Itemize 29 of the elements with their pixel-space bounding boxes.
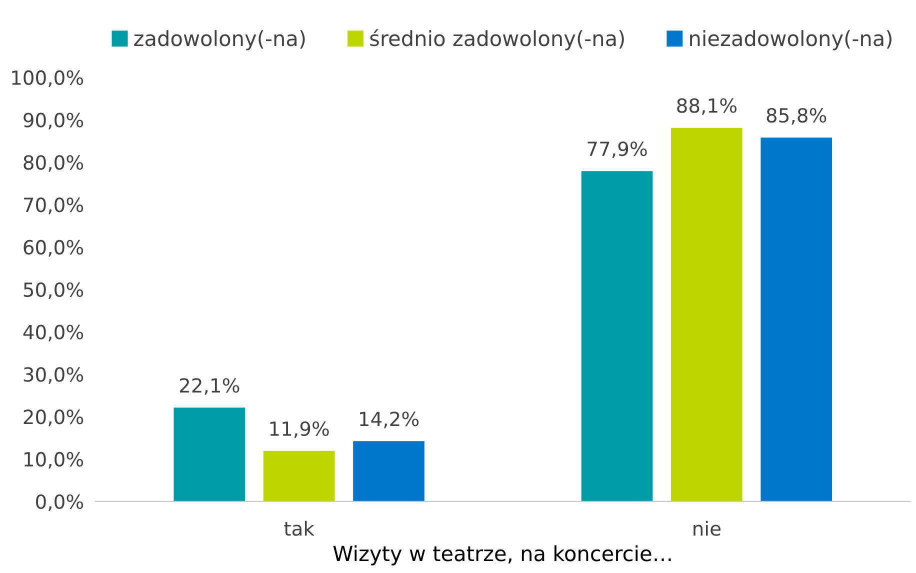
x-axis-title: Wizyty w teatrze, na koncercie…	[333, 545, 671, 566]
bar	[581, 171, 653, 502]
data-label: 22,1%	[180, 378, 240, 395]
legend-label: średnio zadowolony(-na)	[370, 29, 624, 50]
bar	[353, 441, 424, 502]
x-tick-label: tak	[284, 520, 314, 536]
y-tick-label: 80,0%	[24, 155, 84, 172]
y-tick-label: 0,0%	[36, 494, 84, 512]
y-tick-label: 20,0%	[24, 410, 84, 426]
y-tick-label: 50,0%	[24, 282, 84, 300]
data-label: 14,2%	[360, 412, 419, 428]
bar	[263, 450, 335, 502]
legend-label: zadowolony(-na)	[134, 30, 305, 50]
y-tick-label: 100,0%	[12, 70, 84, 88]
bar	[760, 138, 832, 502]
y-tick-label: 10,0%	[24, 452, 84, 469]
y-tick-label: 70,0%	[24, 198, 84, 214]
data-label: 88,1%	[677, 98, 737, 115]
data-label: 77,9%	[588, 141, 647, 158]
data-label: 85,8%	[766, 108, 826, 125]
bar	[671, 128, 742, 502]
data-label: 11,9%	[270, 421, 329, 438]
y-tick-label: 60,0%	[24, 240, 84, 257]
bar	[174, 408, 246, 502]
x-tick-label: nie	[694, 520, 721, 536]
y-tick-label: 90,0%	[24, 112, 84, 130]
legend-label: niezadowolony(-na)	[690, 30, 892, 50]
y-tick-label: 30,0%	[24, 367, 84, 384]
y-tick-label: 40,0%	[23, 324, 84, 342]
